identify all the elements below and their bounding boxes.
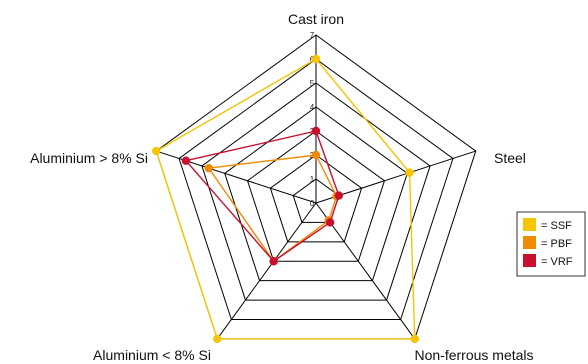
grid-ring-2 xyxy=(269,154,363,243)
data-point xyxy=(213,334,222,344)
tick-label: 0 xyxy=(310,199,315,208)
axis-spoke xyxy=(216,202,317,340)
data-point xyxy=(269,257,278,266)
data-point xyxy=(410,334,419,344)
axis-label: Aluminium > 8% Si xyxy=(30,150,148,166)
legend-label: = PBF xyxy=(541,238,572,250)
legend-swatch xyxy=(523,254,536,267)
data-point xyxy=(334,191,344,200)
data-point xyxy=(311,126,321,136)
axis-labels: Cast iron Steel Non-ferrous metals Aluminiu… xyxy=(30,11,533,363)
data-point xyxy=(311,54,321,64)
data-point xyxy=(204,163,213,173)
axis-label: Non-ferrous metals xyxy=(414,347,533,363)
data-point xyxy=(181,156,191,165)
legend-label: = SSF xyxy=(541,220,572,232)
tick-label: 1 xyxy=(310,175,315,184)
series-line xyxy=(155,58,416,340)
series-line xyxy=(185,130,340,262)
legend: = SSF = PBF = VRF xyxy=(516,211,586,277)
series-layer xyxy=(152,54,419,344)
legend-label: = VRF xyxy=(541,256,573,268)
data-point xyxy=(311,150,321,160)
data-point xyxy=(405,168,414,177)
data-point xyxy=(325,218,335,227)
data-point xyxy=(152,146,161,156)
axis-label: Cast iron xyxy=(288,11,344,27)
axis-label: Steel xyxy=(494,150,526,166)
tick-label: 7 xyxy=(310,31,315,40)
grid-ring-4 xyxy=(224,106,408,282)
tick-label: 4 xyxy=(310,103,315,112)
axis-spoke xyxy=(156,150,317,204)
legend-swatch xyxy=(523,236,536,249)
legend-swatch xyxy=(523,218,536,231)
series-line xyxy=(208,154,338,262)
tick-label: 5 xyxy=(310,79,315,88)
radar-grid xyxy=(155,34,477,340)
grid-ring-3 xyxy=(246,130,386,262)
grid-ring-6 xyxy=(178,58,454,320)
axis-label: Aluminium < 8% Si xyxy=(93,347,211,363)
